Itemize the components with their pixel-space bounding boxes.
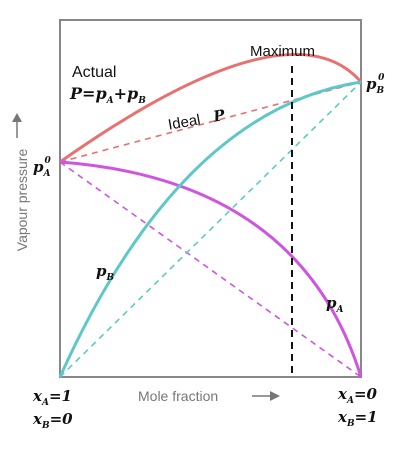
- pB0-label: pB0: [366, 73, 385, 96]
- pA-curve: [59, 160, 363, 378]
- actual-formula: P=pA+pB: [69, 84, 146, 106]
- y-axis-label-group: Vapour pressure: [14, 149, 30, 252]
- right-xA-label: xA=0: [337, 385, 378, 406]
- x-axis-arrow-icon: [252, 391, 280, 401]
- right-xB-label: xB=1: [337, 408, 378, 429]
- ideal-P-label: Ideal P: [167, 106, 227, 134]
- plot-frame: [59, 19, 362, 378]
- pB-label: pB: [96, 262, 115, 283]
- left-xB-label: xB=0: [32, 410, 73, 431]
- actual-total-pressure-curve: [59, 52, 363, 164]
- ideal-total-pressure-line: [59, 81, 362, 163]
- y-axis-label: Vapour pressure: [14, 149, 30, 252]
- ideal-pB-line: [59, 81, 362, 378]
- pB-curve: [58, 80, 362, 378]
- maximum-label: Maximum: [250, 43, 315, 60]
- actual-label: Actual: [72, 64, 116, 81]
- y-axis-arrow-icon: [12, 113, 22, 138]
- ideal-label: Ideal: [167, 111, 202, 133]
- ideal-pA-line: [59, 161, 362, 378]
- x-axis-label: Mole fraction: [138, 388, 218, 404]
- ideal-P-symbol: P: [211, 106, 227, 126]
- pA-label: pA: [326, 294, 344, 315]
- pA0-label: pA0: [33, 156, 51, 179]
- left-xA-label: xA=1: [32, 387, 72, 408]
